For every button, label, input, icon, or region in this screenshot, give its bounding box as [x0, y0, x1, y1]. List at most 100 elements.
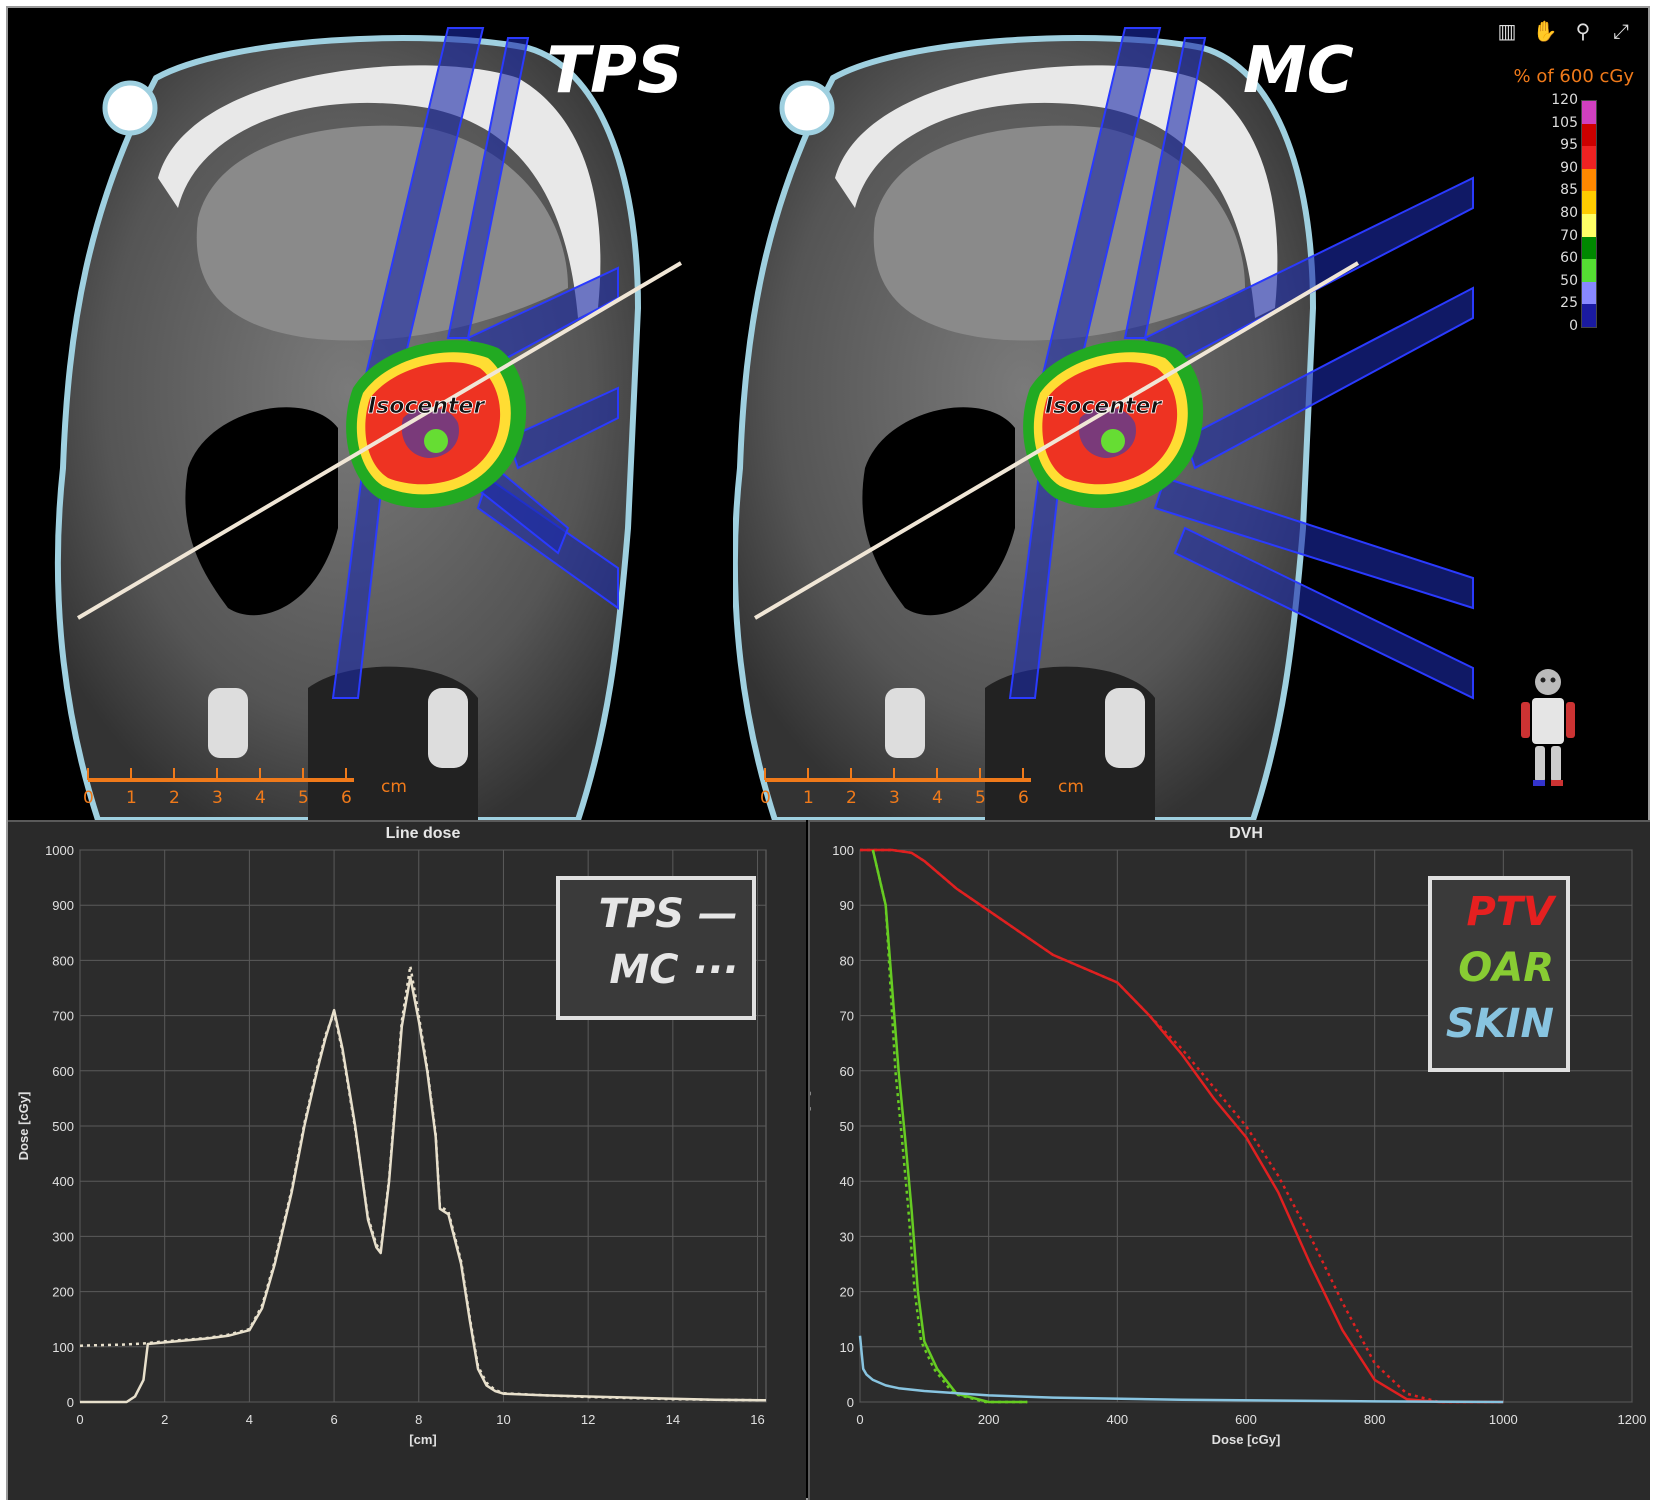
scale-tick-label: 4: [255, 788, 266, 808]
ct-view-mc[interactable]: Isocenter cm 0 1 2 3 4 5 6: [733, 8, 1648, 820]
y-tick-label: 60: [840, 1064, 854, 1079]
y-tick-label: 500: [52, 1119, 74, 1134]
colorbar-title: % of 600 cGy: [1513, 66, 1634, 87]
x-tick-label: 4: [246, 1412, 253, 1427]
dose-colorbar: [1581, 100, 1597, 328]
y-tick-label: 80: [840, 953, 854, 968]
y-tick-label: 0: [847, 1395, 854, 1410]
colorbar-segment: [1582, 101, 1596, 125]
legend-oar: OAR: [1458, 945, 1554, 991]
view-toolbar: ▥ ✋ ⚲ ⤢: [1494, 18, 1634, 44]
colorbar-level-label: 0: [1569, 318, 1578, 334]
y-tick-label: 700: [52, 1009, 74, 1024]
scale-tick-label: 1: [803, 788, 814, 808]
colorbar-segment: [1582, 146, 1596, 170]
y-tick-label: 600: [52, 1064, 74, 1079]
x-tick-label: 6: [330, 1412, 337, 1427]
colorbar-level-label: 120: [1551, 92, 1578, 108]
series-line-mc-dotted: [79, 964, 767, 1402]
scale-tick-label: 5: [298, 788, 309, 808]
scale-tick-label: 2: [846, 788, 857, 808]
colorbar-segment: [1582, 281, 1596, 305]
colorbar-segment: [1582, 191, 1596, 215]
colorbar-segment: [1582, 214, 1596, 238]
scale-tick-label: 1: [126, 788, 137, 808]
isocenter-label-left: Isocenter: [368, 394, 485, 419]
scale-tick-label: 6: [341, 788, 352, 808]
y-tick-label: 800: [52, 953, 74, 968]
scale-unit-left: cm: [381, 777, 407, 797]
scale-tick-label: 6: [1018, 788, 1029, 808]
colorbar-level-label: 60: [1560, 250, 1578, 267]
y-axis-label: Volume [%]: [810, 1091, 811, 1161]
y-tick-label: 50: [840, 1119, 854, 1134]
panel-title-tps: TPS: [546, 34, 683, 108]
histogram-icon[interactable]: ▥: [1497, 19, 1517, 43]
y-tick-label: 100: [52, 1340, 74, 1355]
zoom-icon[interactable]: ⚲: [1575, 19, 1591, 43]
scale-tick-label: 0: [83, 788, 94, 808]
series-line-oar-solid: [871, 849, 1028, 1404]
ct-view-tps[interactable]: Isocenter cm 0 1 2 3 4 5 6 TPS: [8, 8, 733, 820]
colorbar-segment: [1582, 236, 1596, 260]
hand-pan-icon[interactable]: ✋: [1532, 19, 1558, 43]
colorbar-level-label: 25: [1560, 295, 1578, 312]
colorbar-segment: [1582, 123, 1596, 147]
x-tick-label: 2: [161, 1412, 168, 1427]
colorbar-level-label: 80: [1560, 205, 1578, 221]
scale-tick-label: 2: [169, 788, 180, 808]
panel-title-mc: MC: [1243, 34, 1354, 108]
y-tick-label: 0: [67, 1395, 74, 1410]
y-tick-label: 10: [840, 1340, 854, 1355]
orientation-phantom-icon[interactable]: [1521, 669, 1575, 786]
x-tick-label: 1200: [1618, 1412, 1647, 1427]
series-line-skin-solid: [858, 1335, 1504, 1404]
line-dose-legend: TPS — MC ···: [556, 876, 756, 1020]
scale-tick-label: 3: [212, 788, 223, 808]
x-tick-label: 14: [666, 1412, 680, 1427]
series-line-oar-dotted: [871, 849, 1028, 1404]
colorbar-level-label: 105: [1551, 114, 1578, 131]
y-tick-label: 40: [840, 1174, 854, 1189]
y-tick-label: 1000: [45, 843, 74, 858]
colorbar-level-label: 95: [1560, 137, 1578, 154]
scale-tick-label: 0: [760, 788, 771, 808]
scale-bar-left: [87, 768, 354, 782]
x-tick-label: 400: [1106, 1412, 1128, 1427]
dvh-legend: PTV OAR SKIN: [1428, 876, 1570, 1072]
y-tick-label: 300: [52, 1229, 74, 1244]
y-tick-label: 400: [52, 1174, 74, 1189]
colorbar-level-label: 90: [1560, 159, 1578, 176]
colorbar-level-label: 85: [1560, 182, 1578, 199]
legend-skin: SKIN: [1445, 1001, 1554, 1047]
x-tick-label: 10: [496, 1412, 510, 1427]
x-axis-label: Dose [cGy]: [1212, 1432, 1281, 1447]
scale-bar-right: [764, 768, 1031, 782]
line-dose-chart: Line dose 0 2 4 6 8 10 12 14 16 0 100 200 300 400 500 60…: [8, 820, 806, 1500]
colorbar-segment: [1582, 168, 1596, 192]
y-tick-label: 30: [840, 1229, 854, 1244]
chart-title: DVH: [1229, 825, 1263, 842]
x-tick-label: 600: [1235, 1412, 1257, 1427]
colorbar-segment: [1582, 304, 1596, 328]
legend-tps: TPS —: [598, 891, 738, 937]
series-line-ptv-solid: [860, 848, 1504, 1404]
x-axis-label: [cm]: [409, 1432, 436, 1447]
x-tick-label: 16: [750, 1412, 764, 1427]
scale-tick-label: 4: [932, 788, 943, 808]
legend-mc: MC ···: [609, 947, 738, 993]
y-tick-label: 20: [840, 1285, 854, 1300]
main-frame: Isocenter cm 0 1 2 3 4 5 6 TPS: [6, 6, 1650, 1500]
x-tick-label: 1000: [1489, 1412, 1518, 1427]
colorbar-segment: [1582, 259, 1596, 283]
x-tick-label: 0: [856, 1412, 863, 1427]
dvh-chart: DVH 0 200 400 600 800 1000 1200 0 10 20 30 40 50 60 70 8…: [808, 820, 1650, 1500]
colorbar-level-label: 50: [1560, 272, 1578, 289]
colorbar-level-label: 70: [1560, 227, 1578, 244]
y-tick-label: 100: [832, 843, 854, 858]
scale-tick-label: 3: [889, 788, 900, 808]
y-tick-label: 900: [52, 898, 74, 913]
x-tick-label: 200: [978, 1412, 1000, 1427]
y-axis-label: Dose [cGy]: [16, 1092, 31, 1161]
fullscreen-icon[interactable]: ⤢: [1613, 19, 1629, 43]
